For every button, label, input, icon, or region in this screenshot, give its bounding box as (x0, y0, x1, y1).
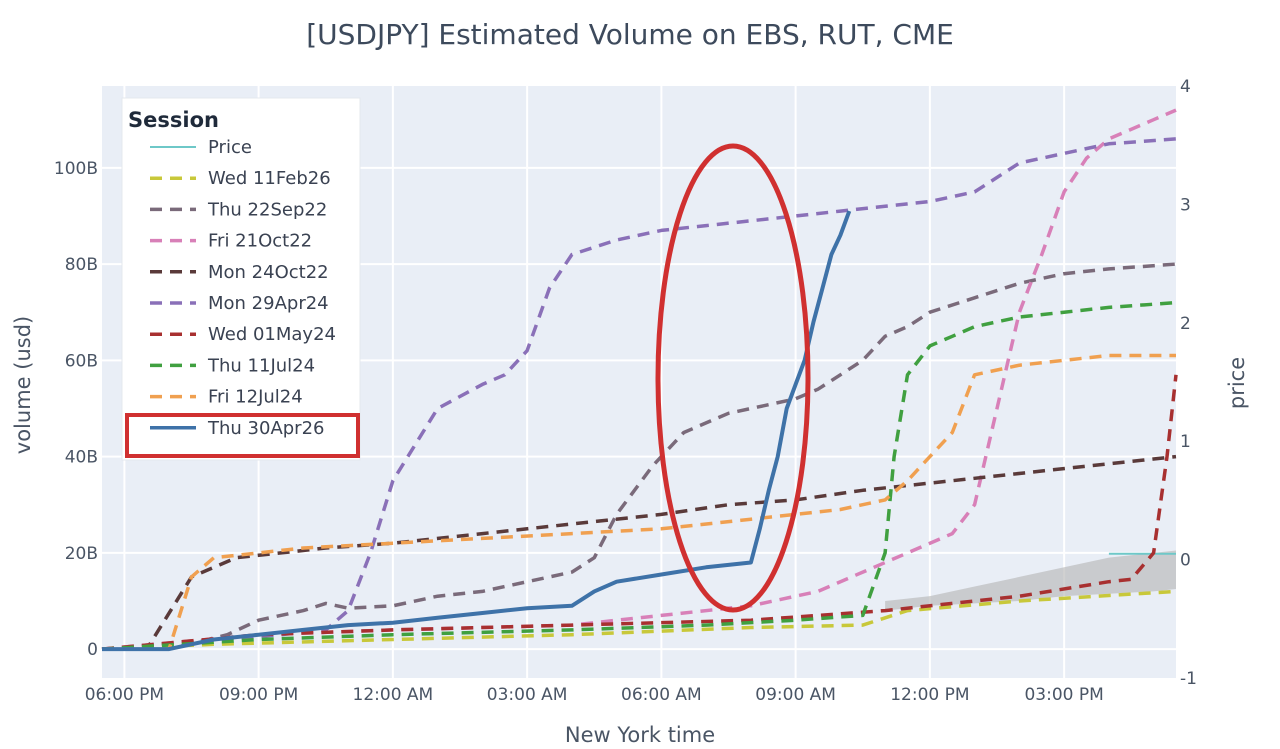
legend-label: Wed 11Feb26 (208, 168, 331, 189)
x-tick-label: 12:00 PM (890, 685, 969, 705)
highlight-ellipse (655, 143, 811, 613)
y2-axis-title: price (1225, 357, 1249, 409)
x-tick-label: 09:00 PM (219, 685, 298, 705)
y2-tick-label: -1 (1180, 669, 1197, 689)
price-band-area (885, 550, 1176, 611)
y-axis-ticks: 0 20B 40B 60B 80B 100B (54, 159, 98, 660)
y2-tick-label: 2 (1180, 314, 1191, 334)
y2-tick-label: 3 (1180, 195, 1191, 215)
y2-tick-label: 0 (1180, 551, 1191, 571)
legend-label: Fri 21Oct22 (208, 231, 312, 252)
series-line-1 (101, 589, 1177, 651)
x-axis-ticks: 06:00 PM 09:00 PM 12:00 AM 03:00 AM 06:00 AM… (85, 685, 1104, 705)
legend-label: Wed 01May24 (208, 324, 336, 345)
legend-label: Price (208, 137, 252, 158)
x-tick-label: 03:00 PM (1024, 685, 1103, 705)
y2-tick-label: 1 (1180, 432, 1191, 452)
series-line-7 (101, 300, 1177, 651)
y-tick-label: 0 (87, 640, 98, 660)
series-line-4 (102, 454, 1177, 651)
highlight-box (125, 413, 360, 458)
legend-label: Mon 24Oct22 (208, 262, 329, 283)
y-tick-label: 100B (54, 159, 98, 179)
legend-label: Thu 22Sep22 (207, 199, 327, 220)
y2-axis-ticks: -1 0 1 2 3 4 (1180, 77, 1197, 689)
legend-label: Fri 12Jul24 (208, 387, 303, 408)
legend-label: Thu 11Jul24 (207, 355, 315, 376)
y-tick-label: 40B (65, 448, 98, 468)
y-tick-label: 60B (65, 351, 98, 371)
x-tick-label: 06:00 AM (621, 685, 702, 705)
x-tick-label: 09:00 AM (755, 685, 836, 705)
legend-label: Mon 29Apr24 (208, 293, 329, 314)
y2-tick-label: 4 (1180, 77, 1191, 97)
x-tick-label: 06:00 PM (85, 685, 164, 705)
chart-title: [USDJPY] Estimated Volume on EBS, RUT, C… (306, 18, 954, 51)
x-tick-label: 03:00 AM (487, 685, 568, 705)
y-tick-label: 20B (65, 544, 98, 564)
y-tick-label: 80B (65, 255, 98, 275)
legend-label: Thu 30Apr26 (207, 418, 324, 439)
legend-title: Session (128, 108, 219, 132)
price-band (885, 550, 1176, 611)
legend: Session Price Wed 11Feb26 Thu 22Sep22 Fri 2… (121, 97, 361, 461)
legend-box (121, 97, 361, 461)
series-line-6 (101, 374, 1178, 651)
y-axis-title: volume (usd) (11, 316, 35, 454)
series-line-5 (101, 137, 1177, 651)
x-tick-label: 12:00 AM (353, 685, 434, 705)
legend-items: Price Wed 11Feb26 Thu 22Sep22 Fri 21Oct22 Mo… (150, 137, 336, 439)
x-axis-title: New York time (565, 723, 715, 747)
